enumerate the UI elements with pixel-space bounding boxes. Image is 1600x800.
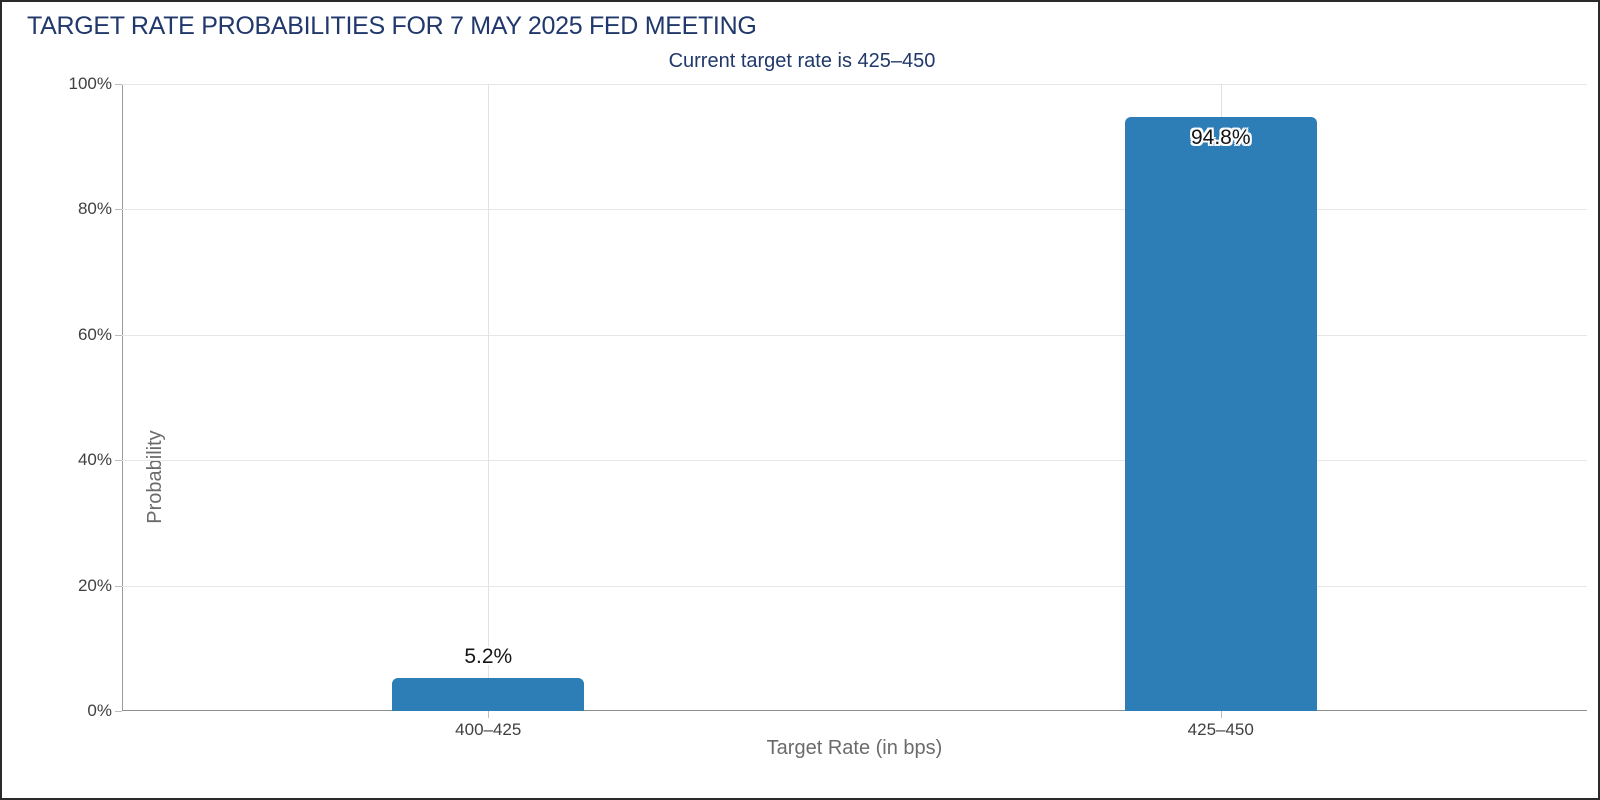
bar-value-label: 94.8% bbox=[1190, 125, 1251, 149]
x-tick-label: 400–425 bbox=[455, 720, 522, 739]
x-tick-mark bbox=[488, 711, 490, 718]
y-tick-mark bbox=[115, 460, 122, 462]
y-tick-mark bbox=[115, 334, 122, 336]
y-tick-label: 80% bbox=[77, 199, 112, 219]
y-tick-label: 60% bbox=[77, 324, 112, 344]
y-gridline bbox=[122, 334, 1587, 336]
probability-bar bbox=[1124, 116, 1317, 711]
y-tick-label: 0% bbox=[87, 701, 112, 720]
x-axis-line bbox=[122, 710, 1587, 711]
y-tick-label: 20% bbox=[77, 575, 112, 595]
y-gridline bbox=[122, 209, 1587, 211]
y-tick-mark bbox=[115, 585, 122, 587]
x-gridline bbox=[488, 84, 490, 711]
probability-bar bbox=[392, 678, 585, 711]
y-axis-line bbox=[122, 84, 123, 711]
bar-value-label: 5.2% bbox=[464, 645, 513, 669]
y-tick-label: 100% bbox=[68, 74, 112, 93]
y-gridline bbox=[122, 84, 1587, 85]
y-axis-title: Probability bbox=[144, 430, 166, 524]
y-gridline bbox=[122, 585, 1587, 587]
y-tick-mark bbox=[115, 711, 122, 712]
chart-title: TARGET RATE PROBABILITIES FOR 7 MAY 2025… bbox=[27, 12, 757, 40]
x-tick-mark bbox=[1220, 711, 1222, 718]
y-gridline bbox=[122, 460, 1587, 462]
y-tick-mark bbox=[115, 84, 122, 85]
x-axis-title: Target Rate (in bps) bbox=[766, 737, 943, 759]
y-tick-label: 40% bbox=[77, 450, 112, 470]
y-tick-mark bbox=[115, 209, 122, 211]
plot-area: Probability 0% 20% 40% 60% 80% 100% 5.2% 400–42… bbox=[69, 74, 1587, 739]
x-tick-label: 425–450 bbox=[1187, 720, 1254, 739]
chart-subtitle: Current target rate is 425–450 bbox=[668, 50, 936, 72]
